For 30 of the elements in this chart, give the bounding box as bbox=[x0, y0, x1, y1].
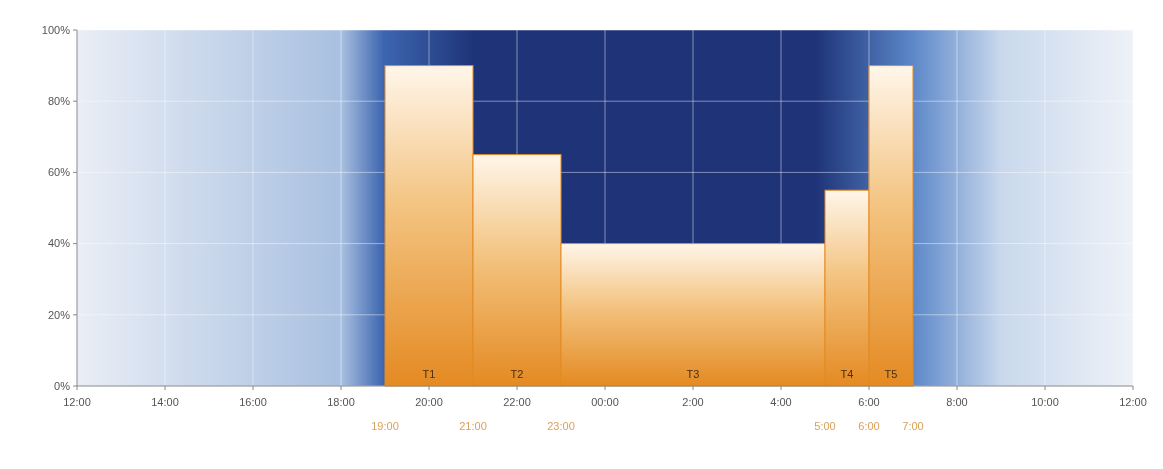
x-tick-label: 12:00 bbox=[1119, 396, 1147, 408]
x-tick-label: 6:00 bbox=[858, 396, 880, 408]
y-tick-label: 60% bbox=[47, 166, 71, 179]
x-tick-label: 18:00 bbox=[327, 396, 355, 408]
x-tick-label: 10:00 bbox=[1031, 396, 1059, 408]
y-tick-label: 80% bbox=[47, 95, 71, 108]
x-tick-label: 16:00 bbox=[239, 396, 267, 408]
x-tick-label: 00:00 bbox=[591, 396, 619, 408]
x2-tick-label: 5:00 bbox=[814, 420, 836, 432]
x2-tick-label: 7:00 bbox=[902, 420, 924, 432]
x-tick-label: 2:00 bbox=[682, 396, 704, 408]
x2-tick-label: 23:00 bbox=[547, 420, 575, 432]
x2-tick-label: 19:00 bbox=[371, 420, 399, 432]
category-label: T2 bbox=[510, 368, 524, 380]
y-tick-label: 0% bbox=[54, 379, 71, 392]
x-tick-label: 22:00 bbox=[503, 396, 531, 408]
x-tick-label: 14:00 bbox=[151, 396, 179, 408]
x-tick-label: 8:00 bbox=[946, 396, 968, 408]
x2-tick-label: 21:00 bbox=[459, 420, 487, 432]
category-label: T1 bbox=[422, 368, 436, 380]
category-label: T3 bbox=[686, 368, 700, 380]
y-tick-label: 40% bbox=[47, 237, 71, 250]
y-tick-label: 100% bbox=[41, 23, 71, 36]
x2-tick-label: 6:00 bbox=[858, 420, 880, 432]
category-label: T5 bbox=[884, 368, 898, 380]
category-label: T4 bbox=[840, 368, 854, 380]
x-tick-label: 12:00 bbox=[63, 396, 91, 408]
y-tick-label: 20% bbox=[47, 308, 71, 321]
x-tick-label: 4:00 bbox=[770, 396, 792, 408]
x-tick-label: 20:00 bbox=[415, 396, 443, 408]
